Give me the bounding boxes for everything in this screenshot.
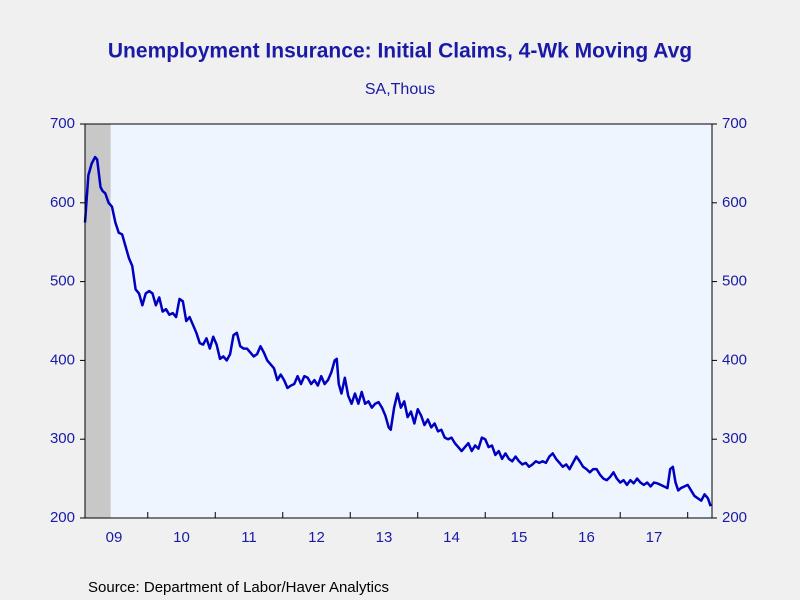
chart-title: Unemployment Insurance: Initial Claims, … [108, 40, 692, 63]
y2-tick-label: 400 [722, 351, 747, 368]
y2-tick-label: 600 [722, 194, 747, 211]
y-tick-label: 600 [50, 194, 75, 211]
y2-tick-label: 700 [722, 115, 747, 132]
chart-subtitle: SA,Thous [365, 81, 435, 98]
y2-tick-label: 300 [722, 430, 747, 447]
x-tick-label: 17 [646, 529, 663, 546]
y-tick-label: 400 [50, 351, 75, 368]
recession-band [85, 124, 111, 518]
data-line [83, 155, 712, 507]
y-tick-label: 300 [50, 430, 75, 447]
y2-tick-label: 500 [722, 273, 747, 290]
y-tick-label: 200 [50, 509, 75, 526]
plot-area [85, 124, 712, 518]
x-tick-label: 15 [511, 529, 528, 546]
plot-frame [84, 123, 713, 519]
x-tick-label: 10 [173, 529, 190, 546]
x-tick-label: 12 [308, 529, 325, 546]
x-tick-label: 16 [578, 529, 595, 546]
x-tick-label: 14 [443, 529, 460, 546]
y2-tick-label: 200 [722, 509, 747, 526]
x-tick-label: 09 [106, 529, 123, 546]
source-note: Source: Department of Labor/Haver Analyt… [88, 579, 389, 596]
x-tick-label: 13 [376, 529, 393, 546]
y-tick-label: 500 [50, 273, 75, 290]
y-tick-label: 700 [50, 115, 75, 132]
x-tick-label: 11 [241, 529, 257, 546]
